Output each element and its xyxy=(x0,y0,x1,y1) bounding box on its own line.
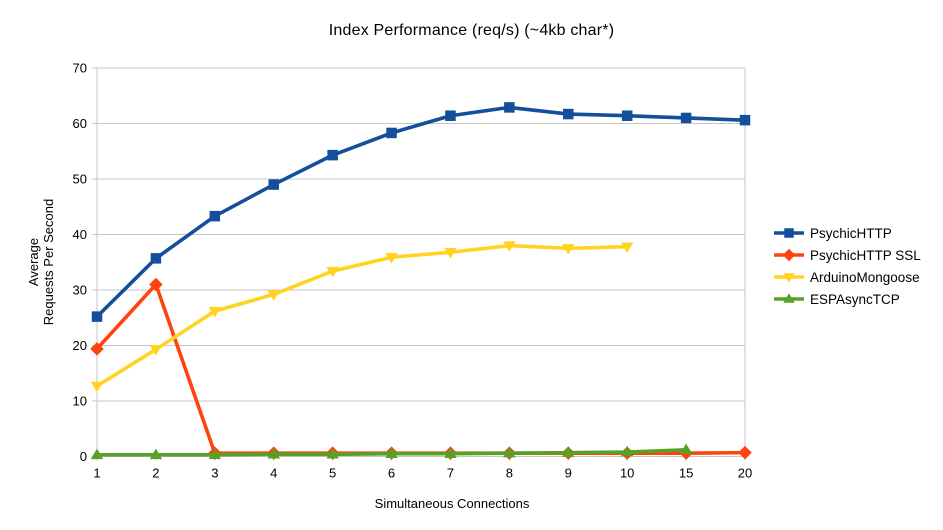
x-tick-label: 15 xyxy=(679,466,693,481)
data-point-ArduinoMongoose xyxy=(385,253,398,264)
data-point-PsychicHTTP xyxy=(268,179,279,190)
x-tick-label: 6 xyxy=(388,466,395,481)
chart-title: Index Performance (req/s) (~4kb char*) xyxy=(328,22,615,39)
data-point-PsychicHTTP-SSL xyxy=(90,342,104,356)
data-point-PsychicHTTP xyxy=(209,210,221,222)
data-point-PsychicHTTP xyxy=(621,110,633,121)
data-point-ArduinoMongoose xyxy=(326,266,339,278)
legend-item-ArduinoMongoose: ArduinoMongoose xyxy=(774,266,921,288)
x-tick-label: 4 xyxy=(270,466,277,481)
data-point-ArduinoMongoose xyxy=(503,241,516,252)
data-point-PsychicHTTP-SSL xyxy=(738,445,752,460)
data-point-ESPAsyncTCP xyxy=(267,448,280,459)
legend-item-PsychicHTTP: PsychicHTTP xyxy=(774,222,921,244)
data-point-ESPAsyncTCP xyxy=(620,445,634,457)
data-point-PsychicHTTP xyxy=(91,311,103,322)
x-tick-label: 8 xyxy=(506,466,513,481)
x-tick-label: 9 xyxy=(565,466,572,481)
x-tick-label: 10 xyxy=(620,466,634,481)
y-axis-title-line1: Average xyxy=(26,237,41,287)
y-axis-title-line2: Requests Per Second xyxy=(41,198,56,326)
data-point-ArduinoMongoose xyxy=(562,244,575,255)
data-point-ESPAsyncTCP xyxy=(208,448,222,460)
x-tick-label: 3 xyxy=(211,466,218,481)
data-point-ESPAsyncTCP xyxy=(444,447,457,458)
diamond-legend-icon xyxy=(774,248,804,262)
legend-label: PsychicHTTP SSL xyxy=(810,247,921,263)
legend-item-ESPAsyncTCP: ESPAsyncTCP xyxy=(774,288,921,310)
data-point-PsychicHTTP xyxy=(445,110,456,121)
data-point-ESPAsyncTCP xyxy=(385,447,398,458)
data-point-ESPAsyncTCP xyxy=(90,448,104,460)
data-point-ESPAsyncTCP xyxy=(679,443,693,455)
x-tick-label: 7 xyxy=(447,466,454,481)
data-point-ArduinoMongoose xyxy=(267,290,280,301)
series-line-PsychicHTTP-SSL xyxy=(95,282,747,455)
data-point-ESPAsyncTCP xyxy=(149,448,163,460)
data-point-PsychicHTTP-SSL xyxy=(149,277,163,292)
legend-label: PsychicHTTP xyxy=(810,225,892,241)
data-point-PsychicHTTP xyxy=(680,112,692,124)
y-tick-label: 60 xyxy=(73,116,87,131)
data-point-PsychicHTTP xyxy=(739,114,751,126)
x-tick-label: 5 xyxy=(329,466,336,481)
legend-label: ArduinoMongoose xyxy=(810,269,920,285)
triangle-down-legend-icon xyxy=(774,273,804,283)
legend-item-PsychicHTTP-SSL: PsychicHTTP SSL xyxy=(774,244,921,266)
x-tick-label: 20 xyxy=(738,466,752,481)
square-legend-icon xyxy=(774,228,804,238)
data-point-PsychicHTTP xyxy=(327,149,338,161)
data-point-ArduinoMongoose xyxy=(149,345,163,356)
data-point-ArduinoMongoose xyxy=(620,242,634,253)
data-point-ESPAsyncTCP xyxy=(503,446,516,458)
series-line-PsychicHTTP xyxy=(95,105,747,319)
y-axis-title: Average Requests Per Second xyxy=(26,199,56,325)
x-tick-label: 1 xyxy=(93,466,100,481)
x-tick-label: 2 xyxy=(152,466,159,481)
y-tick-label: 0 xyxy=(80,449,87,464)
data-point-ESPAsyncTCP xyxy=(562,446,575,457)
data-point-PsychicHTTP xyxy=(563,108,574,120)
data-point-PsychicHTTP xyxy=(386,127,397,139)
y-tick-label: 50 xyxy=(73,172,87,187)
data-point-ESPAsyncTCP xyxy=(326,448,339,459)
y-tick-label: 20 xyxy=(73,338,87,353)
data-point-ArduinoMongoose xyxy=(90,381,104,393)
data-point-ArduinoMongoose xyxy=(208,306,222,318)
y-tick-label: 40 xyxy=(73,227,87,242)
data-point-PsychicHTTP xyxy=(504,102,515,113)
y-tick-label: 30 xyxy=(73,283,87,298)
legend-label: ESPAsyncTCP xyxy=(810,291,900,307)
data-point-PsychicHTTP xyxy=(150,253,162,264)
legend: PsychicHTTP PsychicHTTP SSL ArduinoMongoos… xyxy=(774,222,921,310)
triangle-up-legend-icon xyxy=(774,293,804,303)
y-tick-label: 70 xyxy=(73,61,87,76)
x-axis-title: Simultaneous Connections xyxy=(374,496,530,511)
data-point-ArduinoMongoose xyxy=(444,248,457,259)
series-line-ArduinoMongoose xyxy=(95,243,629,388)
y-tick-label: 10 xyxy=(73,394,87,409)
